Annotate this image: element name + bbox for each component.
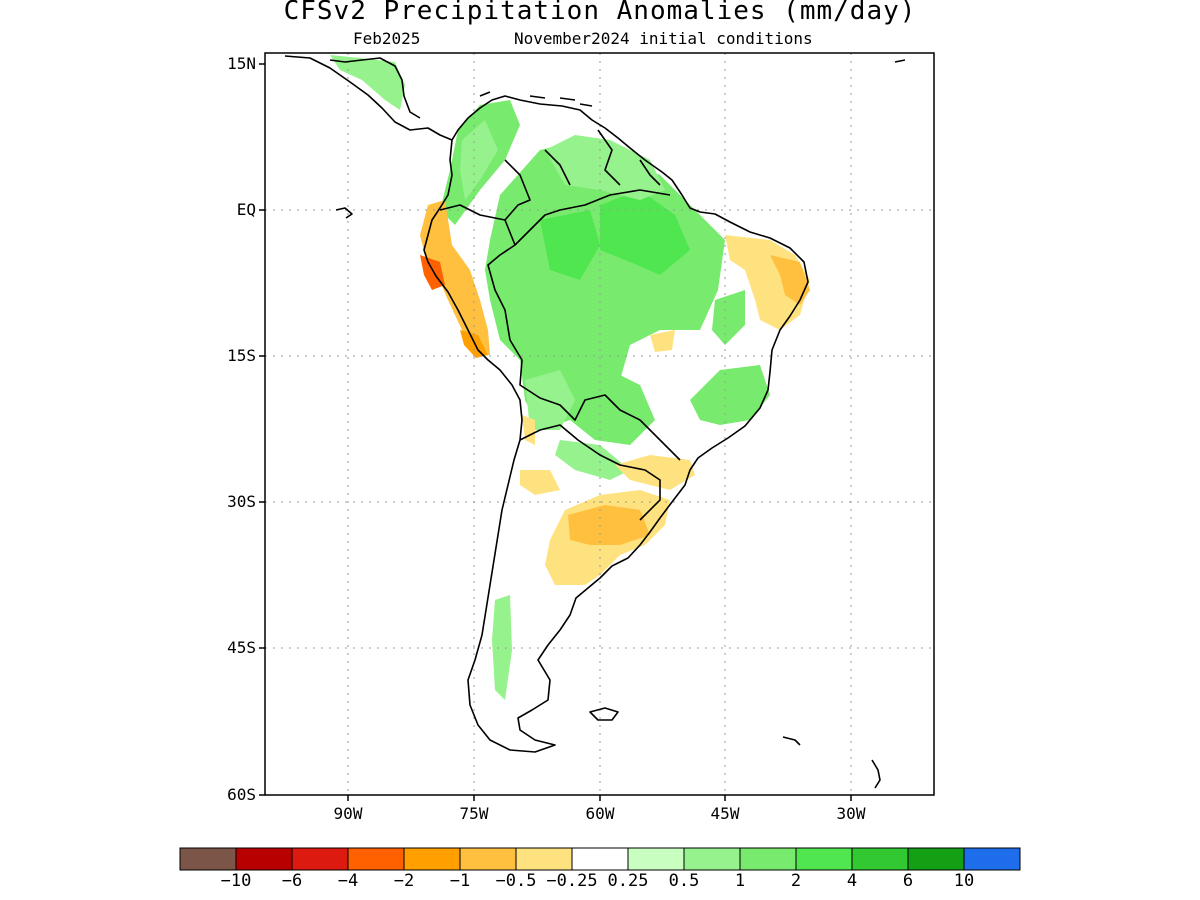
anomaly-nordeste-dry bbox=[725, 235, 810, 330]
andes-borders bbox=[439, 129, 681, 521]
central-america-coast bbox=[284, 55, 453, 141]
colorbar-swatch bbox=[291, 847, 349, 871]
anomaly-peru-coast bbox=[420, 200, 490, 355]
colorbar-swatch bbox=[571, 847, 629, 871]
anomaly-patagonia-wet bbox=[492, 595, 512, 700]
colorbar-tick-label: 2 bbox=[790, 871, 802, 891]
colorbar-swatch bbox=[627, 847, 685, 871]
colorbar-swatch bbox=[907, 847, 965, 871]
lat-label-eq: EQ bbox=[236, 200, 256, 219]
colorbar-tick-label: −6 bbox=[281, 871, 303, 891]
colorbar-tick-label: −1 bbox=[449, 871, 471, 891]
galapagos bbox=[335, 207, 353, 219]
lat-label-15n: 15N bbox=[227, 54, 256, 73]
anomaly-bolivia bbox=[525, 370, 575, 430]
anomaly-amazon-strong bbox=[600, 190, 690, 275]
anomaly-colombia-inner bbox=[460, 120, 498, 200]
falklands bbox=[589, 707, 619, 721]
initial-conditions: November2024 initial conditions bbox=[514, 29, 813, 48]
anomaly-parana-dry bbox=[615, 455, 695, 490]
colorbar-swatch bbox=[515, 847, 573, 871]
colorbar-tick-label: 1 bbox=[734, 871, 746, 891]
colorbar-swatch bbox=[795, 847, 853, 871]
south-america-coast bbox=[423, 95, 809, 753]
anomaly-guiana bbox=[545, 135, 665, 200]
colorbar-swatch bbox=[235, 847, 293, 871]
lon-label-45w: 45W bbox=[710, 804, 740, 823]
caribbean-islands bbox=[479, 59, 906, 107]
lat-label-15s: 15S bbox=[227, 346, 256, 365]
anomaly-atacama-dry bbox=[522, 415, 535, 445]
colorbar-tick-label: 10 bbox=[953, 871, 975, 891]
south-sandwich bbox=[871, 759, 881, 789]
colorbar-swatch bbox=[403, 847, 461, 871]
map-title: CFSv2 Precipitation Anomalies (mm/day) bbox=[283, 0, 917, 26]
anomaly-argentina-core bbox=[568, 505, 650, 545]
anomaly-andes-dry bbox=[520, 470, 560, 495]
colorbar-tick-label: 0.5 bbox=[668, 871, 700, 891]
colorbar-tick-label: −2 bbox=[393, 871, 415, 891]
lon-label-60w: 60W bbox=[585, 804, 615, 823]
anomaly-amazon-central bbox=[540, 210, 600, 280]
anomaly-peru-south bbox=[460, 330, 488, 358]
lon-label-90w: 90W bbox=[333, 804, 363, 823]
colorbar-tick-label: −4 bbox=[337, 871, 359, 891]
anomaly-east-brazil bbox=[690, 365, 770, 425]
anomaly-fields bbox=[330, 55, 810, 700]
colorbar-swatch bbox=[179, 847, 237, 871]
colorbar-swatch bbox=[739, 847, 797, 871]
colorbar-swatch bbox=[963, 847, 1021, 871]
colorbar-tick-label: 4 bbox=[846, 871, 858, 891]
colorbar-tick-label: 0.25 bbox=[607, 871, 649, 891]
colorbar-tick-label: −0.5 bbox=[495, 871, 537, 891]
axis-ticks bbox=[259, 63, 852, 801]
south-georgia bbox=[782, 736, 801, 746]
anomaly-nordeste-edge bbox=[770, 255, 810, 305]
lon-label-75w: 75W bbox=[459, 804, 489, 823]
lon-label-30w: 30W bbox=[836, 804, 866, 823]
colorbar-swatch bbox=[683, 847, 741, 871]
colorbar-tick-label: −0.25 bbox=[546, 871, 598, 891]
forecast-month: Feb2025 bbox=[353, 29, 421, 48]
colorbar-swatch bbox=[459, 847, 517, 871]
anomaly-peru-north bbox=[420, 255, 445, 290]
coastline bbox=[284, 55, 906, 789]
colorbar bbox=[179, 847, 1021, 871]
colorbar-tick-label: 6 bbox=[902, 871, 914, 891]
lat-label-60s: 60S bbox=[227, 785, 256, 804]
lat-label-45s: 45S bbox=[227, 638, 256, 657]
lat-label-30s: 30S bbox=[227, 492, 256, 511]
colorbar-tick-label: −10 bbox=[220, 871, 252, 891]
colorbar-swatch bbox=[851, 847, 909, 871]
anomaly-central-america bbox=[330, 55, 405, 110]
colorbar-swatch bbox=[347, 847, 405, 871]
anomaly-bahia-dry bbox=[650, 330, 675, 352]
anomaly-nordeste bbox=[712, 290, 745, 345]
anomaly-chaco bbox=[555, 440, 630, 480]
